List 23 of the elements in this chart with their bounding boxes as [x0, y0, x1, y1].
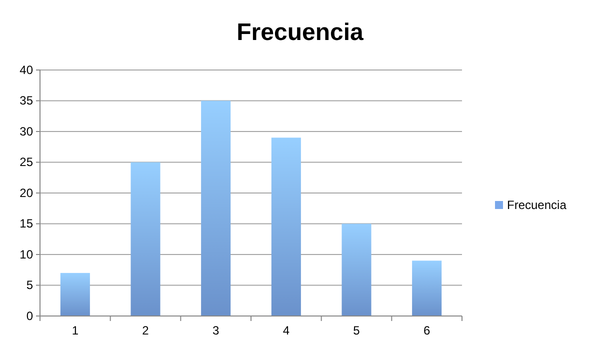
bar [342, 224, 372, 316]
x-tick-label: 4 [282, 324, 290, 338]
y-tick-label: 40 [20, 62, 34, 77]
y-tick-label: 25 [20, 155, 34, 170]
y-tick-label: 0 [26, 308, 34, 323]
x-tick-label: 6 [423, 324, 430, 338]
x-tick-label: 5 [353, 324, 360, 338]
y-tick-label: 35 [20, 94, 34, 108]
bar [60, 272, 90, 316]
bar [271, 138, 301, 316]
bar [412, 260, 442, 316]
legend-label: Frecuencia [507, 198, 567, 212]
x-tick-label: 3 [212, 324, 220, 338]
chart-title: Frecuencia [236, 19, 364, 46]
x-tick-label: 1 [72, 324, 79, 338]
bar [201, 100, 231, 316]
x-tick-label: 2 [142, 324, 150, 338]
y-tick-label: 30 [20, 124, 34, 138]
y-tick-label: 10 [20, 247, 34, 262]
y-tick-label: 5 [26, 278, 34, 292]
y-tick-label: 15 [20, 216, 34, 231]
bar [130, 162, 160, 316]
y-tick-label: 20 [20, 186, 34, 200]
